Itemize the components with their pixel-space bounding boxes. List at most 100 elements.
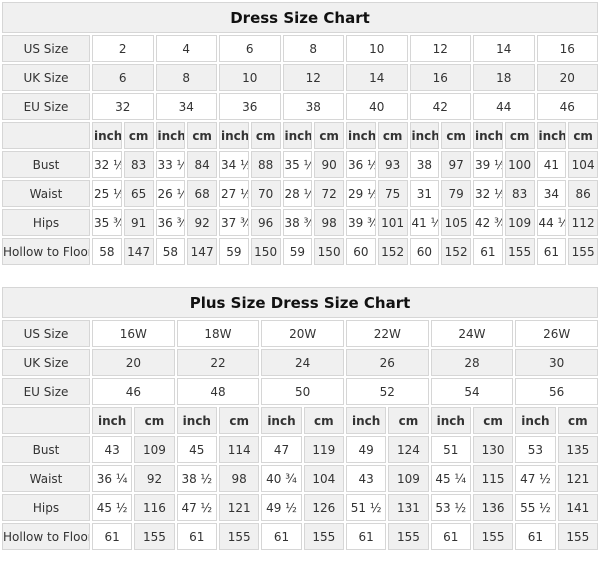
size-cell: 22W xyxy=(345,320,429,347)
measure-cell: 34 ½ xyxy=(219,151,249,178)
size-cell: 14 xyxy=(346,64,408,91)
measure-cell: 61 xyxy=(473,238,503,265)
measure-cell: 93 xyxy=(377,151,408,178)
table-row: UK Size 6 8 10 12 14 16 18 20 xyxy=(2,64,598,91)
row-label: UK Size xyxy=(2,349,90,376)
measure-cell: 75 xyxy=(377,180,408,207)
measure-cell: 44 ¼ xyxy=(536,209,567,236)
measure-cell: 152 xyxy=(441,238,471,265)
size-cell: 26 xyxy=(345,349,429,376)
row-label: Hollow to Floor xyxy=(2,523,90,550)
measure-cell: 40 ¾ xyxy=(261,465,302,492)
table-row: Hollow to Floor 61 155 61 155 61 155 61 155 61 155… xyxy=(2,523,598,550)
measure-cell: 136 xyxy=(472,494,514,521)
measure-cell: 59 xyxy=(219,238,249,265)
unit-header-cell: cm xyxy=(134,407,175,434)
measure-cell: 47 ½ xyxy=(176,494,217,521)
measure-cell: 39 ¾ xyxy=(346,209,376,236)
measure-cell: 104 xyxy=(568,151,598,178)
unit-header-cell: cm xyxy=(218,407,260,434)
row-label xyxy=(2,407,90,434)
measure-cell: 61 xyxy=(176,523,217,550)
measure-cell: 92 xyxy=(134,465,175,492)
row-label: Bust xyxy=(2,436,90,463)
unit-header-cell: inch xyxy=(155,122,186,149)
measure-cell: 97 xyxy=(441,151,471,178)
unit-header-cell: inch xyxy=(176,407,217,434)
row-label: Hollow to Floor xyxy=(2,238,90,265)
size-cell: 44 xyxy=(473,93,535,120)
measure-cell: 92 xyxy=(187,209,217,236)
size-cell: 16 xyxy=(536,35,598,62)
unit-header-cell: cm xyxy=(377,122,408,149)
size-cell: 4 xyxy=(155,35,217,62)
measure-cell: 31 xyxy=(409,180,440,207)
measure-cell: 135 xyxy=(557,436,598,463)
measure-cell: 130 xyxy=(472,436,514,463)
measure-cell: 105 xyxy=(441,209,471,236)
measure-cell: 98 xyxy=(314,209,344,236)
measure-cell: 126 xyxy=(303,494,344,521)
measure-cell: 61 xyxy=(345,523,387,550)
measure-cell: 27 ½ xyxy=(219,180,249,207)
size-cell: 6 xyxy=(219,35,281,62)
measure-cell: 98 xyxy=(218,465,260,492)
unit-header-cell: cm xyxy=(123,122,154,149)
table-title: Plus Size Dress Size Chart xyxy=(2,287,598,318)
measure-cell: 36 ¼ xyxy=(92,465,133,492)
size-cell: 6 xyxy=(92,64,154,91)
measure-cell: 36 ½ xyxy=(346,151,376,178)
measure-cell: 29 ½ xyxy=(346,180,376,207)
measure-cell: 25 ½ xyxy=(92,180,122,207)
measure-cell: 84 xyxy=(187,151,217,178)
unit-header-cell: inch xyxy=(473,122,503,149)
unit-header-cell: cm xyxy=(303,407,344,434)
measure-cell: 49 xyxy=(345,436,387,463)
size-cell: 36 xyxy=(219,93,281,120)
row-label: Waist xyxy=(2,180,90,207)
unit-header-cell: inch xyxy=(346,122,376,149)
row-label: Bust xyxy=(2,151,90,178)
table-row: Bust 43 109 45 114 47 119 49 124 51 130 53 135 xyxy=(2,436,598,463)
row-label: Waist xyxy=(2,465,90,492)
dress-size-chart-table: Dress Size Chart US Size 2 4 6 8 10 12 14 16 UK S… xyxy=(0,0,600,267)
size-cell: 40 xyxy=(346,93,408,120)
measure-cell: 147 xyxy=(123,238,154,265)
row-label: Hips xyxy=(2,209,90,236)
measure-cell: 59 xyxy=(282,238,313,265)
measure-cell: 51 ½ xyxy=(345,494,387,521)
size-cell: 16 xyxy=(409,64,471,91)
size-cell: 30 xyxy=(515,349,598,376)
measure-cell: 26 ½ xyxy=(155,180,186,207)
unit-header-cell: inch xyxy=(92,122,122,149)
unit-header-cell: inch xyxy=(345,407,387,434)
measure-cell: 116 xyxy=(134,494,175,521)
size-cell: 28 xyxy=(430,349,514,376)
measure-cell: 112 xyxy=(568,209,598,236)
measure-cell: 47 xyxy=(261,436,302,463)
measure-cell: 35 ½ xyxy=(282,151,313,178)
size-cell: 38 xyxy=(282,93,344,120)
size-cell: 48 xyxy=(176,378,260,405)
measure-cell: 38 ¾ xyxy=(282,209,313,236)
measure-cell: 83 xyxy=(123,151,154,178)
measure-cell: 70 xyxy=(250,180,281,207)
size-cell: 42 xyxy=(409,93,471,120)
table-title: Dress Size Chart xyxy=(2,2,598,33)
measure-cell: 88 xyxy=(250,151,281,178)
size-cell: 10 xyxy=(346,35,408,62)
measure-cell: 45 ¼ xyxy=(430,465,471,492)
row-label: EU Size xyxy=(2,378,90,405)
measure-cell: 37 ¾ xyxy=(219,209,249,236)
measure-cell: 119 xyxy=(303,436,344,463)
size-cell: 18 xyxy=(473,64,535,91)
measure-cell: 36 ¾ xyxy=(155,209,186,236)
unit-header-cell: inch xyxy=(92,407,133,434)
size-cell: 54 xyxy=(430,378,514,405)
measure-cell: 58 xyxy=(92,238,122,265)
measure-cell: 42 ¾ xyxy=(473,209,503,236)
table-row: inch cm inch cm inch cm inch cm inch cm inch cm inch… xyxy=(2,122,598,149)
measure-cell: 38 xyxy=(409,151,440,178)
measure-cell: 43 xyxy=(345,465,387,492)
